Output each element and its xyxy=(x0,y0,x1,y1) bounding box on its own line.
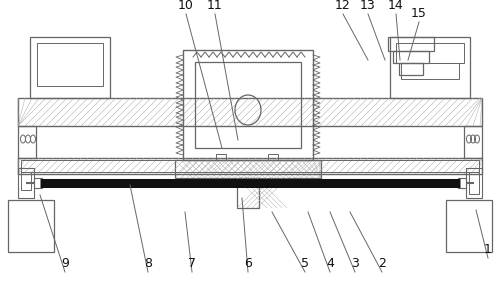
Bar xyxy=(446,200,492,252)
Bar xyxy=(464,126,482,158)
Text: 3: 3 xyxy=(351,257,359,270)
Bar xyxy=(30,37,110,98)
Text: 1: 1 xyxy=(484,243,492,256)
Bar xyxy=(195,62,301,148)
Text: 2: 2 xyxy=(378,257,386,270)
Text: 8: 8 xyxy=(144,257,152,270)
Bar xyxy=(18,168,34,198)
Bar xyxy=(399,63,423,75)
Bar xyxy=(18,158,482,174)
Bar xyxy=(37,43,103,86)
Bar xyxy=(21,160,479,172)
Bar xyxy=(393,51,429,63)
Bar xyxy=(466,168,482,198)
Text: 9: 9 xyxy=(61,257,69,270)
Bar xyxy=(216,154,226,160)
Bar xyxy=(469,172,479,194)
Text: 4: 4 xyxy=(326,257,334,270)
Bar xyxy=(21,172,31,190)
Bar xyxy=(18,126,36,158)
Bar xyxy=(396,43,464,63)
Bar xyxy=(34,178,42,188)
Text: 12: 12 xyxy=(335,0,351,12)
Text: 11: 11 xyxy=(207,0,223,12)
Bar xyxy=(268,154,278,160)
Bar xyxy=(18,98,482,126)
Bar xyxy=(8,200,54,252)
Bar xyxy=(401,63,459,79)
Text: 10: 10 xyxy=(178,0,194,12)
Bar xyxy=(183,50,313,160)
Bar xyxy=(175,160,321,178)
Bar xyxy=(458,178,466,188)
Text: 6: 6 xyxy=(244,257,252,270)
Text: 14: 14 xyxy=(388,0,404,12)
Bar xyxy=(388,37,434,51)
Text: 5: 5 xyxy=(301,257,309,270)
Text: 13: 13 xyxy=(360,0,376,12)
Bar xyxy=(237,178,259,208)
Text: 15: 15 xyxy=(411,7,427,20)
Bar xyxy=(390,37,470,98)
Text: 7: 7 xyxy=(188,257,196,270)
